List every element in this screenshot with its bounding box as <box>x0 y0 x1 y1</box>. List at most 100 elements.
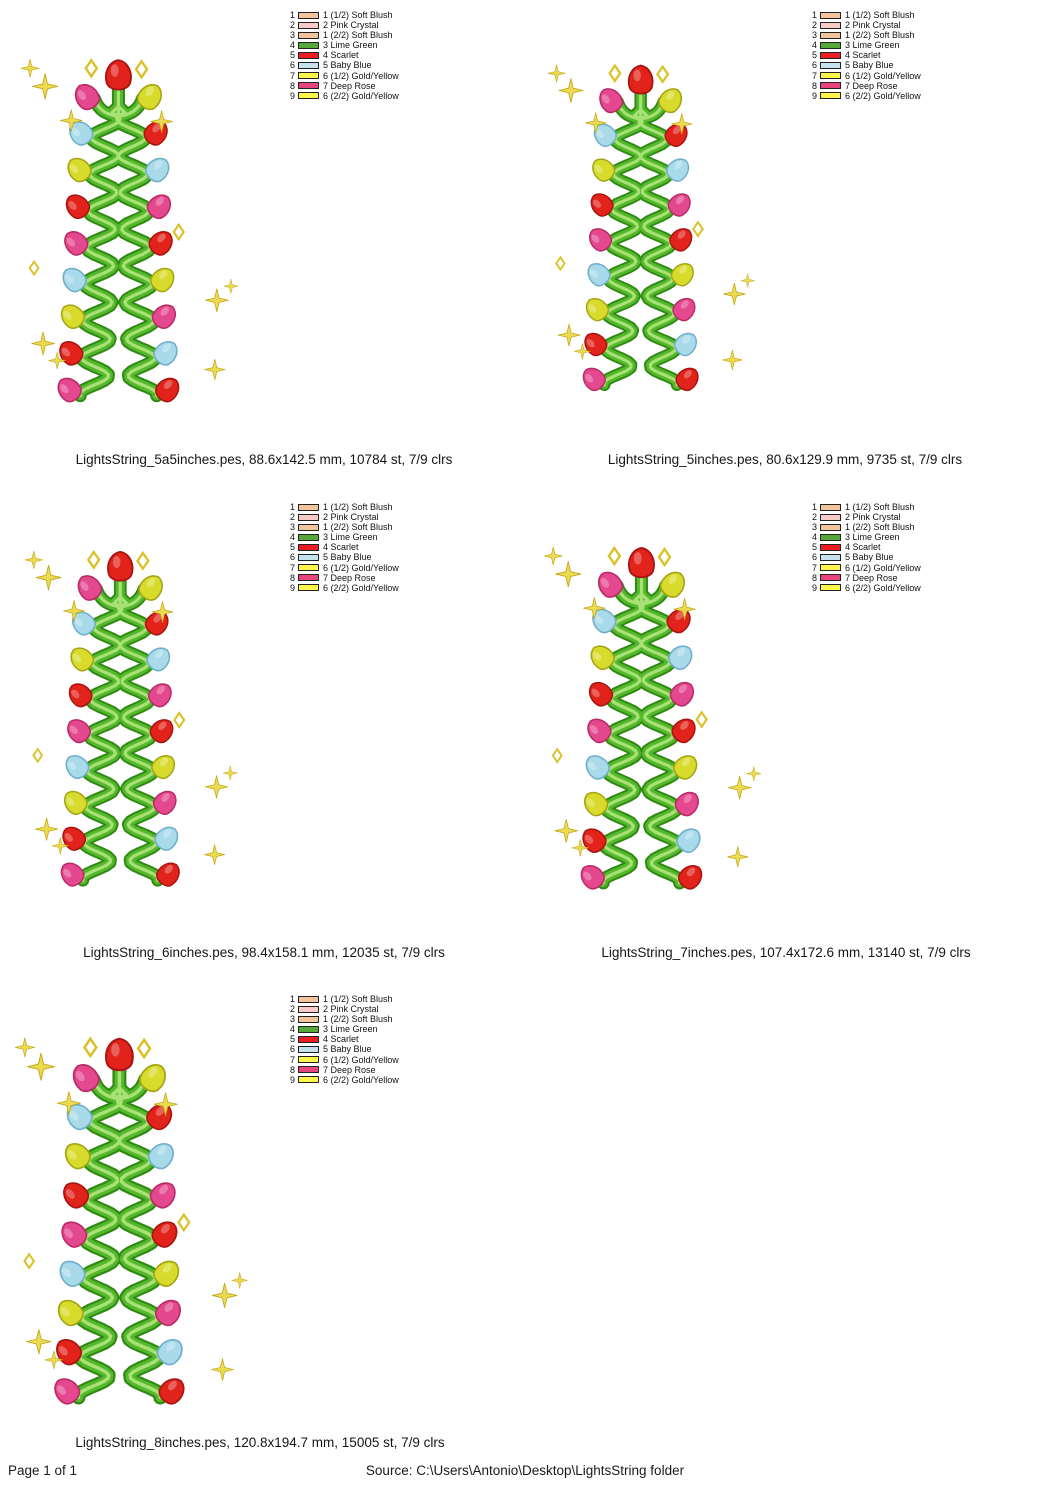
legend-entry: 2 2 Pink Crystal <box>805 512 921 522</box>
light-bulb-deep-rose <box>151 304 177 329</box>
legend-entry: 3 1 (2/2) Soft Blush <box>805 522 921 532</box>
sparkle-icon <box>51 837 69 855</box>
legend-entry-label: 1 (2/2) Soft Blush <box>323 30 393 41</box>
light-bulb-baby-blue <box>66 1103 93 1131</box>
legend-color-swatch <box>298 62 319 70</box>
thread-color-legend: 1 1 (1/2) Soft Blush 2 2 Pink Crystal 3 1 (2/… <box>283 502 399 593</box>
legend-entry-number: 8 <box>289 572 295 583</box>
legend-entry: 8 7 Deep Rose <box>283 81 399 91</box>
legend-entry: 5 4 Scarlet <box>283 542 399 552</box>
light-bulb-baby-blue <box>147 1143 174 1170</box>
sparkle-icon <box>746 766 762 782</box>
legend-entry: 5 4 Scarlet <box>805 50 921 60</box>
legend-entry-number: 2 <box>289 20 295 31</box>
light-bulb-deep-rose <box>582 367 606 392</box>
legend-entry: 6 5 Baby Blue <box>283 552 399 562</box>
legend-entry-label: 3 Lime Green <box>323 532 378 543</box>
light-bulb-scarlet <box>65 194 91 220</box>
lights-string-design-8in <box>14 1036 248 1405</box>
light-bulb-deep-rose <box>60 862 85 887</box>
legend-entry: 2 2 Pink Crystal <box>805 20 921 30</box>
legend-entry: 7 6 (1/2) Gold/Yellow <box>805 71 921 81</box>
sparkle-icon <box>554 818 579 843</box>
legend-entry-number: 7 <box>289 562 295 573</box>
legend-entry-number: 1 <box>289 10 295 20</box>
diamond-icon <box>136 550 150 571</box>
legend-entry: 4 3 Lime Green <box>805 532 921 542</box>
legend-color-swatch <box>298 1005 319 1013</box>
garland-strand <box>115 104 159 398</box>
legend-entry: 4 3 Lime Green <box>283 40 399 50</box>
light-bulb-scarlet <box>666 608 691 634</box>
light-bulb-scarlet <box>158 1378 185 1405</box>
light-bulb-gold-yellow <box>151 755 175 780</box>
legend-entry-number: 2 <box>811 20 817 31</box>
light-bulb-deep-rose <box>74 83 101 111</box>
light-bulb-gold-yellow <box>67 157 92 183</box>
light-bulb-scarlet <box>56 1339 83 1366</box>
garland-strand <box>638 592 682 885</box>
legend-entry-label: 6 (2/2) Gold/Yellow <box>845 582 921 593</box>
legend-color-swatch <box>298 523 319 531</box>
legend-entry-label: 2 Pink Crystal <box>323 1004 379 1015</box>
legend-entry-label: 6 (1/2) Gold/Yellow <box>323 1054 399 1065</box>
light-bulb-gold-yellow <box>136 83 163 111</box>
diamond-icon <box>23 1252 36 1270</box>
legend-color-swatch <box>820 92 841 100</box>
light-bulb-gold-yellow <box>592 158 616 182</box>
legend-entry-label: 7 Deep Rose <box>323 572 376 583</box>
legend-entry-label: 3 Lime Green <box>845 40 900 51</box>
legend-entry-label: 6 (2/2) Gold/Yellow <box>323 1074 399 1085</box>
legend-entry-number: 2 <box>289 1004 295 1015</box>
legend-entry-label: 3 Lime Green <box>845 532 900 543</box>
legend-entry-number: 5 <box>289 542 295 553</box>
diamond-icon <box>136 1037 152 1060</box>
light-bulb-deep-rose <box>57 377 82 403</box>
sparkle-icon <box>60 109 83 132</box>
light-bulb-scarlet <box>107 550 134 582</box>
legend-color-swatch <box>820 574 841 582</box>
legend-entry-label: 7 Deep Rose <box>845 572 898 583</box>
sparkle-icon <box>204 775 229 799</box>
legend-entry-number: 7 <box>811 70 817 81</box>
diamond-icon <box>84 58 99 79</box>
diamond-icon <box>134 59 149 80</box>
light-bulb-deep-rose <box>580 865 605 890</box>
legend-entry-label: 6 (2/2) Gold/Yellow <box>845 90 921 101</box>
light-bulb-gold-yellow <box>153 1260 180 1287</box>
sparkle-icon <box>63 599 86 622</box>
legend-entry: 9 6 (2/2) Gold/Yellow <box>283 583 399 593</box>
thread-color-legend: 1 1 (1/2) Soft Blush 2 2 Pink Crystal 3 1 (2/… <box>283 994 399 1085</box>
legend-entry-label: 6 (1/2) Gold/Yellow <box>845 70 921 81</box>
light-bulb-deep-rose <box>54 1378 81 1405</box>
lights-string-artwork <box>543 545 762 890</box>
legend-color-swatch <box>820 31 841 39</box>
legend-color-swatch <box>298 1046 319 1054</box>
design-caption: LightsString_5inches.pes, 80.6x129.9 mm,… <box>607 452 963 467</box>
legend-entry-number: 5 <box>289 1034 295 1045</box>
legend-entry-number: 9 <box>811 582 817 593</box>
legend-entry-number: 1 <box>811 502 817 512</box>
legend-entry: 6 5 Baby Blue <box>805 60 921 70</box>
legend-entry-label: 1 (2/2) Soft Blush <box>845 30 915 41</box>
sparkle-icon <box>583 596 606 620</box>
light-bulb-baby-blue <box>676 828 701 853</box>
legend-entry-number: 7 <box>289 1054 295 1065</box>
design-caption: LightsString_7inches.pes, 107.4x172.6 mm… <box>601 945 971 960</box>
sparkle-icon <box>24 550 43 569</box>
diamond-icon <box>657 546 672 568</box>
light-bulb-scarlet <box>68 683 93 708</box>
sparkle-icon <box>727 775 752 800</box>
light-bulb-deep-rose <box>67 719 91 744</box>
light-bulb-scarlet <box>584 332 608 357</box>
legend-entry: 1 1 (1/2) Soft Blush <box>283 10 399 20</box>
light-bulb-scarlet <box>105 59 132 91</box>
legend-color-swatch <box>820 62 841 70</box>
source-path: Source: C:\Users\Antonio\Desktop\LightsS… <box>365 1463 685 1478</box>
legend-color-swatch <box>298 513 319 521</box>
light-bulb-baby-blue <box>65 755 90 780</box>
diamond-icon <box>28 260 40 277</box>
legend-entry: 2 2 Pink Crystal <box>283 512 399 522</box>
legend-entry: 6 5 Baby Blue <box>283 60 399 70</box>
legend-entry-number: 6 <box>811 552 817 563</box>
